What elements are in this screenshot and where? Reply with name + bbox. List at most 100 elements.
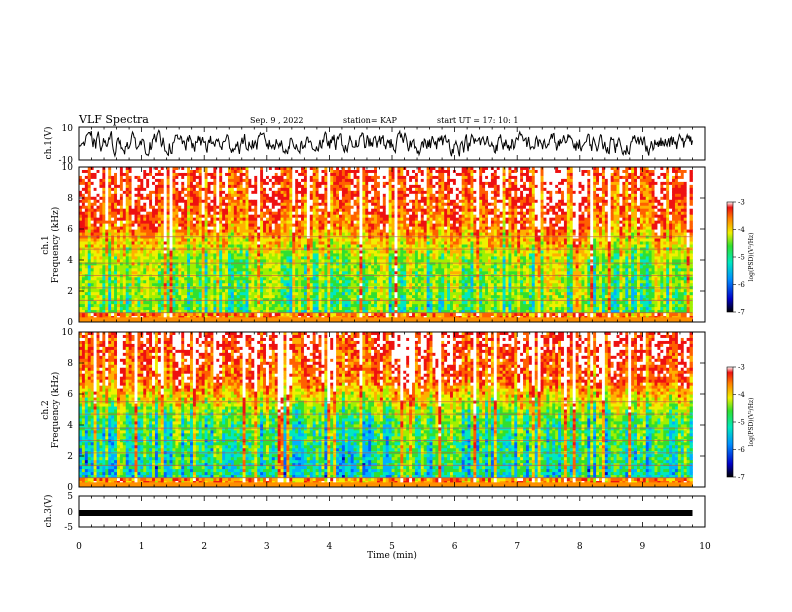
spectrogram-cell bbox=[672, 203, 675, 206]
spectrogram-cell bbox=[187, 179, 190, 182]
spectrogram-cell bbox=[587, 167, 590, 170]
spectrogram-cell bbox=[199, 182, 202, 185]
spectrogram-cell bbox=[444, 221, 447, 224]
spectrogram-cell bbox=[135, 176, 138, 179]
spectrogram-cell bbox=[649, 212, 652, 215]
spectrogram-cell bbox=[690, 224, 693, 227]
spectrogram-cell bbox=[240, 191, 243, 194]
spectrogram-cell bbox=[617, 173, 620, 176]
spectrogram-cell bbox=[637, 215, 640, 218]
spectrogram-cell bbox=[278, 221, 281, 224]
spectrogram-cell bbox=[295, 212, 298, 215]
spectrogram-cell bbox=[570, 167, 573, 170]
spectrogram-cell bbox=[500, 212, 503, 215]
spectrogram-cell bbox=[500, 167, 503, 170]
spectrogram-cell bbox=[590, 179, 593, 182]
spectrogram-cell bbox=[365, 179, 368, 182]
spectrogram-cell bbox=[587, 170, 590, 173]
spectrogram-cell bbox=[213, 197, 216, 200]
spectrogram-cell bbox=[178, 176, 181, 179]
spectrogram-cell bbox=[339, 221, 342, 224]
spectrogram-cell bbox=[371, 206, 374, 209]
spectrogram-cell bbox=[558, 218, 561, 221]
spectrogram-cell bbox=[120, 236, 123, 239]
spectrogram-cell bbox=[181, 203, 184, 206]
spectrogram-cell bbox=[456, 185, 459, 188]
spectrogram-cell bbox=[137, 212, 140, 215]
spectrogram-cell bbox=[395, 212, 398, 215]
spectrogram-cell bbox=[120, 203, 123, 206]
spectrogram-cell bbox=[526, 173, 529, 176]
spectrogram-cell bbox=[514, 197, 517, 200]
spectrogram-cell bbox=[117, 227, 120, 230]
spectrogram-cell bbox=[435, 170, 438, 173]
spectrogram-cell bbox=[281, 167, 284, 170]
spectrogram-cell bbox=[543, 185, 546, 188]
spectrogram-cell bbox=[167, 221, 170, 224]
spectrogram-cell bbox=[167, 200, 170, 203]
spectrogram-cell bbox=[371, 224, 374, 227]
spectrogram-cell bbox=[532, 179, 535, 182]
spectrogram-cell bbox=[479, 209, 482, 212]
spectrogram-cell bbox=[99, 227, 102, 230]
spectrogram-cell bbox=[380, 227, 383, 230]
spectrogram-cell bbox=[619, 227, 622, 230]
spectrogram-cell bbox=[543, 197, 546, 200]
spectrogram-cell bbox=[535, 185, 538, 188]
spectrogram-cell bbox=[546, 215, 549, 218]
spectrogram-cell bbox=[234, 191, 237, 194]
spectrogram-cell bbox=[558, 179, 561, 182]
spectrogram-cell bbox=[652, 203, 655, 206]
spectrogram-cell bbox=[611, 206, 614, 209]
spectrogram-cell bbox=[225, 188, 228, 191]
spectrogram-cell bbox=[295, 203, 298, 206]
spectrogram-cell bbox=[208, 212, 211, 215]
spectrogram-cell bbox=[146, 212, 149, 215]
spectrogram-cell bbox=[643, 230, 646, 233]
spectrogram-cell bbox=[359, 221, 362, 224]
spectrogram-cell bbox=[488, 167, 491, 170]
spectrogram-cell bbox=[281, 215, 284, 218]
spectrogram-cell bbox=[546, 218, 549, 221]
spectrogram-cell bbox=[114, 215, 117, 218]
spectrogram-cell bbox=[395, 191, 398, 194]
spectrogram-cell bbox=[508, 218, 511, 221]
spectrogram-cell bbox=[456, 200, 459, 203]
spectrogram-cell bbox=[511, 176, 514, 179]
spectrogram-cell bbox=[652, 224, 655, 227]
spectrogram-cell bbox=[254, 185, 257, 188]
spectrogram-cell bbox=[643, 179, 646, 182]
spectrogram-cell bbox=[281, 227, 284, 230]
spectrogram-cell bbox=[593, 212, 596, 215]
spectrogram-cell bbox=[660, 203, 663, 206]
spectrogram-cell bbox=[424, 233, 427, 236]
spectrogram-cell bbox=[99, 206, 102, 209]
spectrogram-cell bbox=[631, 230, 634, 233]
spectrogram-cell bbox=[140, 197, 143, 200]
spectrogram-cell bbox=[336, 188, 339, 191]
spectrogram-cell bbox=[117, 200, 120, 203]
spectrogram-cell bbox=[631, 203, 634, 206]
spectrogram-cell bbox=[576, 200, 579, 203]
spectrogram-cell bbox=[573, 221, 576, 224]
spectrogram-cell bbox=[193, 236, 196, 239]
spectrogram-cell bbox=[129, 212, 132, 215]
spectrogram-cell bbox=[222, 221, 225, 224]
spectrogram-cell bbox=[611, 221, 614, 224]
spectrogram-cell bbox=[97, 236, 100, 239]
spectrogram-cell bbox=[260, 200, 263, 203]
spectrogram-cell bbox=[593, 173, 596, 176]
spectrogram-cell bbox=[608, 197, 611, 200]
spectrogram-cell bbox=[283, 209, 286, 212]
spectrogram-cell bbox=[619, 194, 622, 197]
spectrogram-cell bbox=[243, 173, 246, 176]
spectrogram-cell bbox=[313, 227, 316, 230]
spectrogram-cell bbox=[135, 170, 138, 173]
spectrogram-cell bbox=[646, 230, 649, 233]
spectrogram-cell bbox=[497, 218, 500, 221]
spectrogram-cell bbox=[619, 209, 622, 212]
spectrogram-cell bbox=[485, 203, 488, 206]
spectrogram-cell bbox=[506, 200, 509, 203]
spectrogram-cell bbox=[400, 206, 403, 209]
spectrogram-cell bbox=[587, 191, 590, 194]
